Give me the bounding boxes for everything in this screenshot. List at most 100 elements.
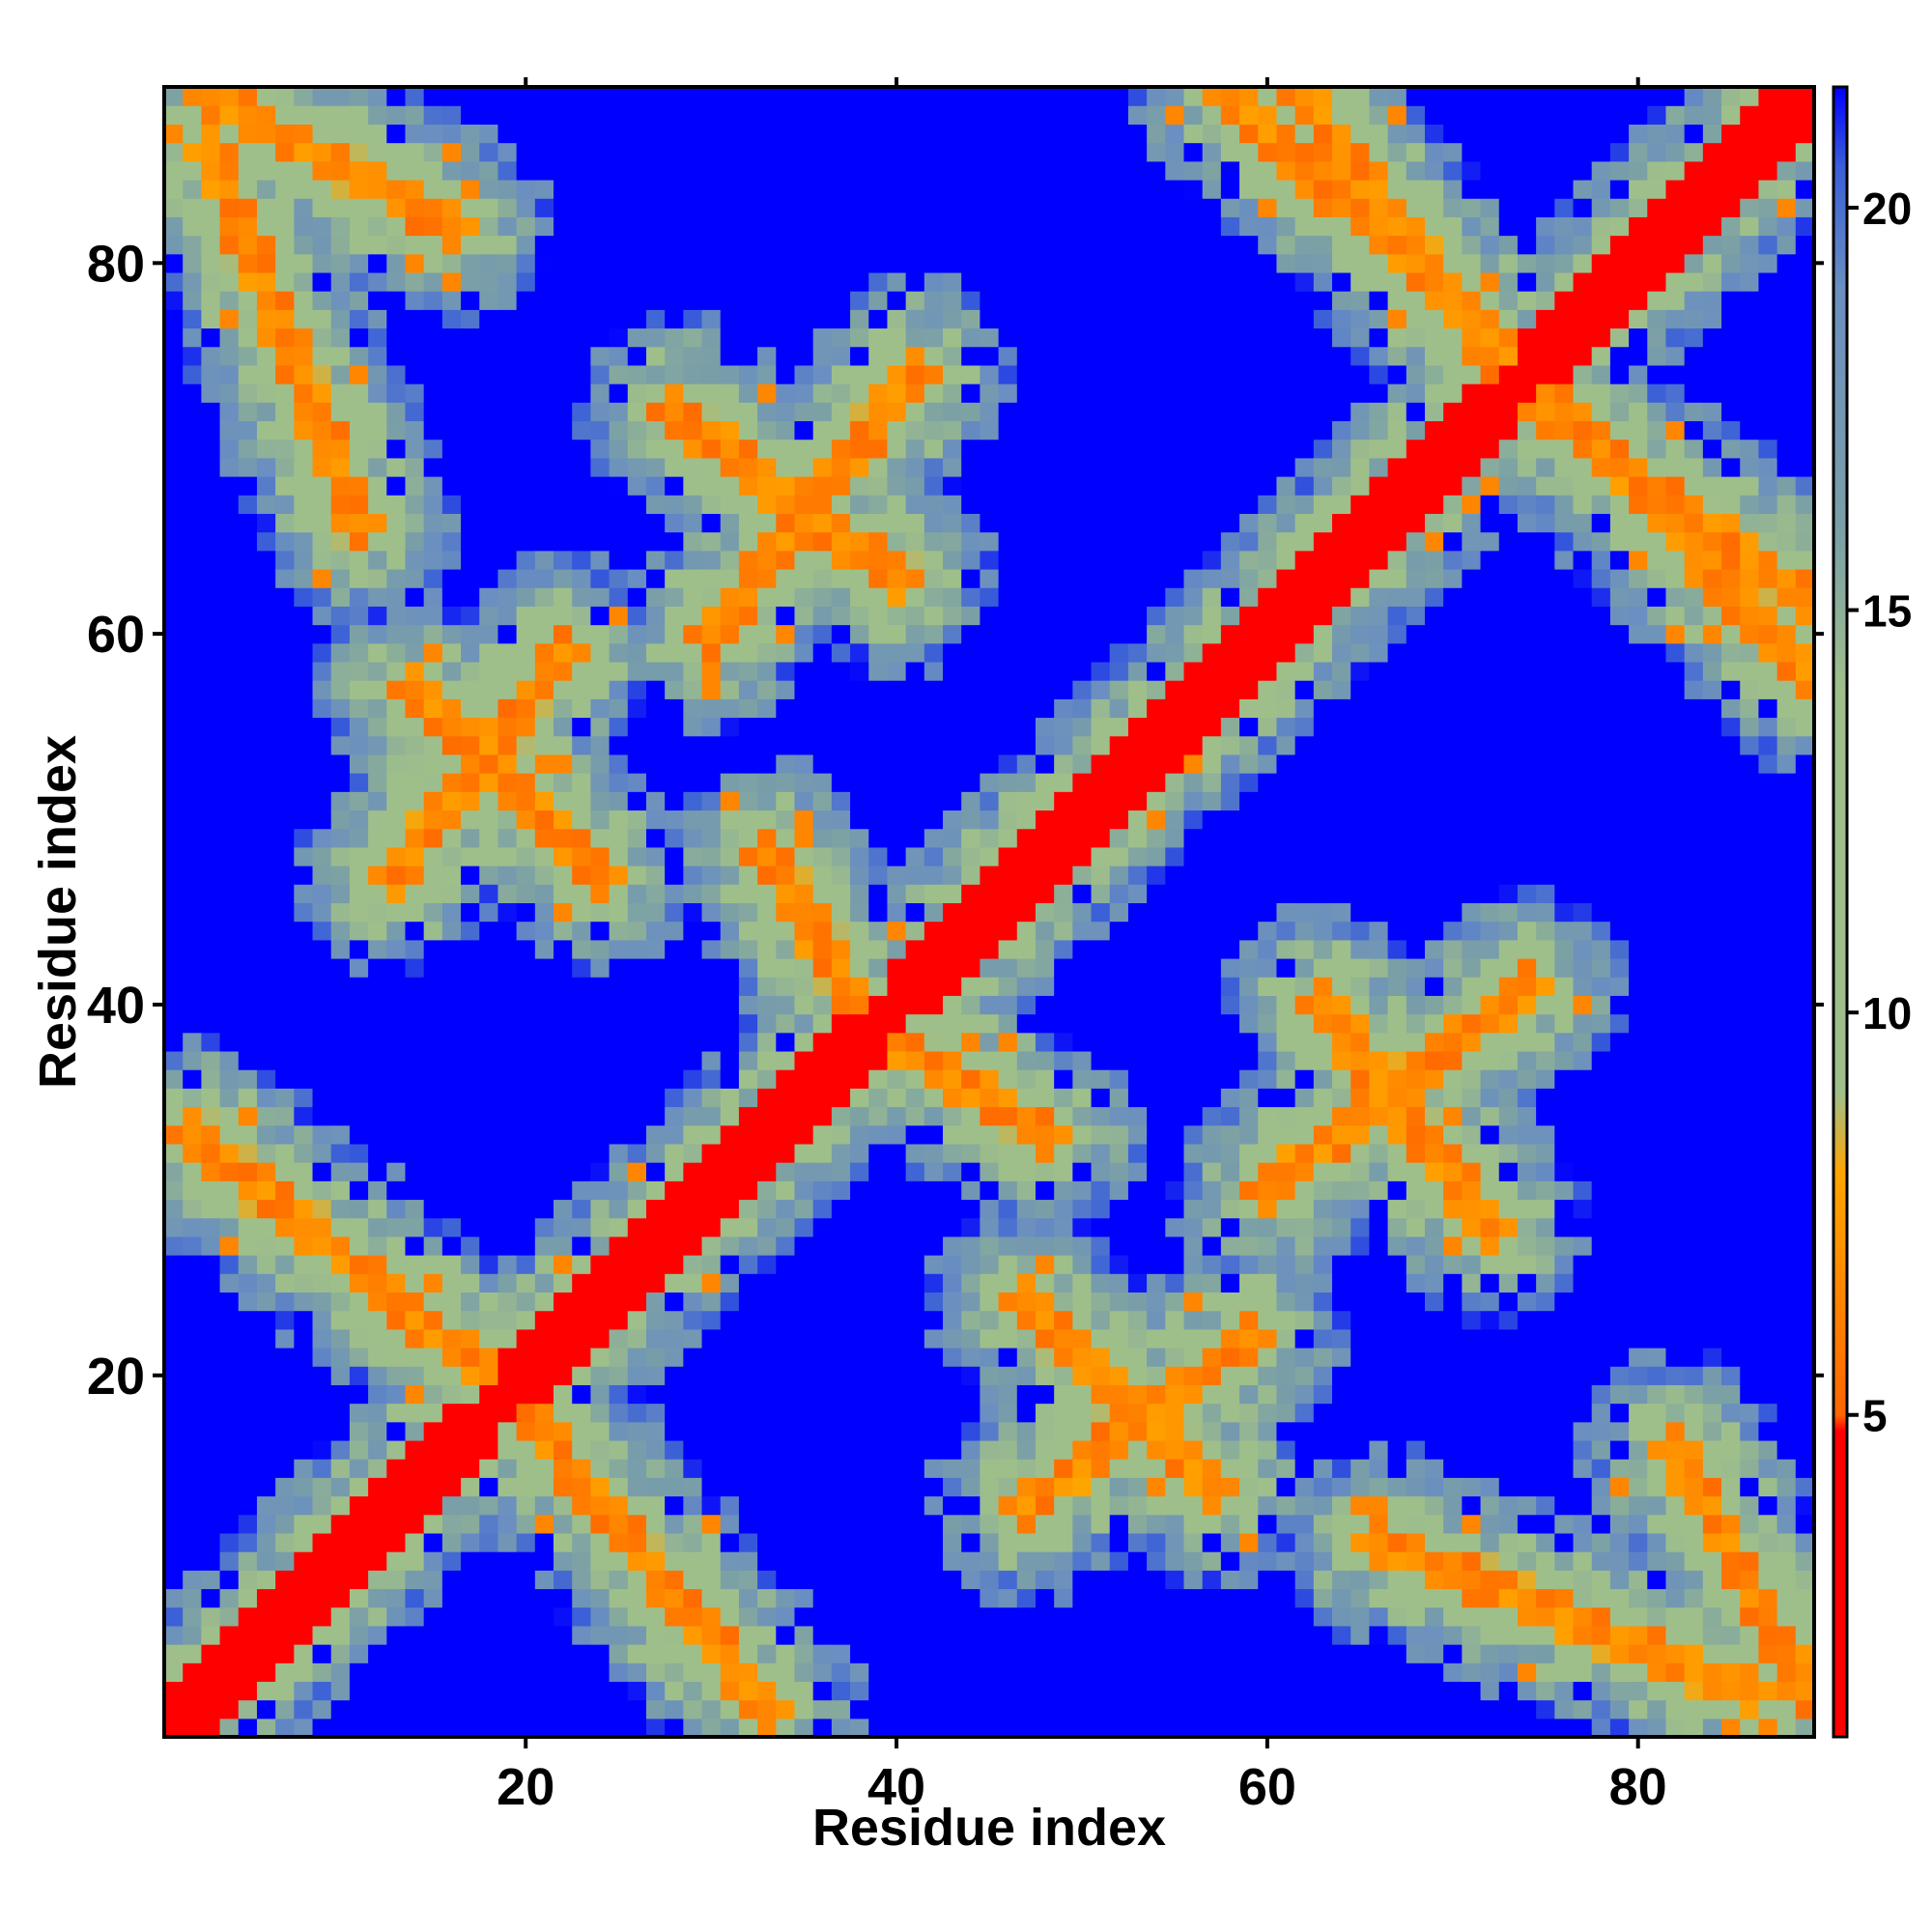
- heatmap-cell: [256, 735, 276, 755]
- heatmap-cell: [1127, 327, 1148, 348]
- heatmap-cell: [905, 1180, 925, 1201]
- heatmap-cell: [665, 995, 684, 1015]
- heatmap-cell: [423, 661, 443, 681]
- heatmap-cell: [850, 1588, 869, 1608]
- heatmap-cell: [349, 773, 369, 792]
- heatmap-cell: [256, 1347, 276, 1367]
- heatmap-cell: [850, 420, 869, 440]
- heatmap-cell: [1035, 160, 1055, 181]
- heatmap-cell: [201, 1477, 221, 1497]
- heatmap-cell: [1127, 1050, 1148, 1070]
- heatmap-cell: [627, 457, 647, 477]
- heatmap-cell: [330, 680, 351, 699]
- heatmap-cell: [368, 216, 387, 237]
- heatmap-cell: [905, 1069, 925, 1089]
- heatmap-cell: [998, 1625, 1018, 1645]
- heatmap-cell: [423, 939, 443, 959]
- heatmap-cell: [1035, 550, 1055, 570]
- heatmap-cell: [1072, 1162, 1093, 1181]
- heatmap-cell: [738, 1495, 758, 1516]
- heatmap-cell: [386, 1662, 407, 1683]
- heatmap-cell: [516, 420, 536, 440]
- heatmap-cell: [905, 1088, 925, 1108]
- heatmap-cell: [275, 1551, 295, 1571]
- heatmap-cell: [1054, 1255, 1073, 1274]
- heatmap-cell: [554, 1347, 573, 1367]
- heatmap-cell: [294, 198, 314, 217]
- heatmap-cell: [516, 1459, 536, 1478]
- heatmap-cell: [980, 1421, 1000, 1441]
- heatmap-cell: [831, 1347, 851, 1367]
- heatmap-cell: [923, 1625, 944, 1645]
- heatmap-cell: [590, 420, 611, 440]
- heatmap-cell: [554, 364, 573, 384]
- heatmap-cell: [665, 642, 684, 663]
- heatmap-cell: [831, 921, 851, 941]
- heatmap-cell: [720, 902, 740, 923]
- heatmap-cell: [923, 1718, 944, 1738]
- heatmap-cell: [738, 384, 758, 403]
- heatmap-cell: [868, 995, 889, 1015]
- heatmap-cell: [665, 1292, 684, 1312]
- heatmap-cell: [776, 828, 796, 848]
- heatmap-cell: [441, 606, 462, 626]
- heatmap-cell: [1054, 753, 1073, 774]
- heatmap-cell: [461, 346, 480, 366]
- heatmap-cell: [683, 587, 703, 607]
- heatmap-cell: [850, 810, 869, 830]
- heatmap-cell: [294, 1439, 314, 1460]
- heatmap-cell: [405, 1606, 425, 1627]
- heatmap-cell: [1035, 1088, 1055, 1108]
- heatmap-cell: [554, 1644, 573, 1663]
- heatmap-cell: [868, 884, 889, 903]
- heatmap-cell: [368, 1273, 387, 1293]
- heatmap-cell: [645, 1255, 666, 1274]
- heatmap-cell: [368, 1718, 387, 1738]
- heatmap-cell: [665, 179, 684, 199]
- heatmap-cell: [461, 1069, 480, 1089]
- heatmap-cell: [368, 1606, 387, 1627]
- heatmap-cell: [720, 439, 740, 459]
- heatmap-cell: [998, 846, 1018, 867]
- heatmap-cell: [1127, 1570, 1148, 1590]
- heatmap-cell: [961, 513, 980, 533]
- heatmap-cell: [980, 327, 1000, 348]
- heatmap-cell: [461, 1292, 480, 1312]
- heatmap-cell: [923, 846, 944, 867]
- heatmap-cell: [1127, 1606, 1148, 1627]
- heatmap-cell: [183, 1421, 202, 1441]
- heatmap-cell: [368, 1328, 387, 1349]
- heatmap-cell: [441, 773, 462, 792]
- heatmap-cell: [980, 87, 1000, 106]
- heatmap-cell: [776, 495, 796, 514]
- heatmap-cell: [275, 1570, 295, 1590]
- heatmap-cell: [980, 1699, 1000, 1719]
- heatmap-cell: [645, 160, 666, 181]
- heatmap-cell: [1072, 568, 1093, 588]
- heatmap-cell: [1165, 902, 1185, 923]
- heatmap-cell: [368, 642, 387, 663]
- heatmap-cell: [665, 1088, 684, 1108]
- heatmap-cell: [850, 105, 869, 125]
- heatmap-cell: [572, 1551, 591, 1571]
- heatmap-cell: [887, 1477, 907, 1497]
- heatmap-cell: [905, 902, 925, 923]
- heatmap-cell: [923, 1069, 944, 1089]
- heatmap-cell: [961, 346, 980, 366]
- heatmap-cell: [1091, 1347, 1111, 1367]
- heatmap-cell: [701, 105, 722, 125]
- heatmap-cell: [943, 1477, 962, 1497]
- heatmap-cell: [423, 753, 443, 774]
- heatmap-cell: [1202, 1495, 1222, 1516]
- heatmap-cell: [683, 1273, 703, 1293]
- heatmap-cell: [423, 253, 443, 273]
- heatmap-cell: [164, 531, 184, 552]
- heatmap-cell: [1147, 87, 1166, 106]
- heatmap-cell: [201, 624, 221, 644]
- heatmap-cell: [1016, 661, 1037, 681]
- heatmap-cell: [665, 1718, 684, 1738]
- heatmap-cell: [256, 921, 276, 941]
- heatmap-cell: [368, 87, 387, 106]
- heatmap-cell: [312, 828, 332, 848]
- heatmap-cell: [1016, 717, 1037, 737]
